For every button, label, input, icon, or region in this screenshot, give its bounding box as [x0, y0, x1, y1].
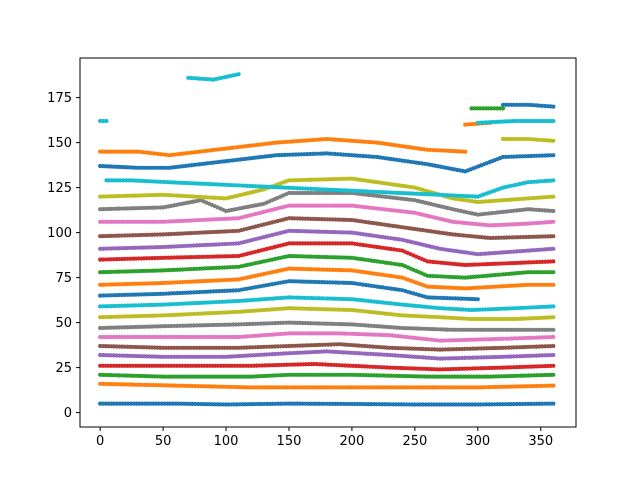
series-8: [98, 306, 556, 322]
y-tick-label: 25: [55, 361, 72, 376]
series-4: [98, 349, 556, 361]
data-point: [150, 165, 155, 170]
data-point: [551, 104, 556, 109]
x-tick-label: 150: [277, 434, 302, 449]
data-point: [551, 363, 556, 368]
data-point: [551, 401, 556, 406]
data-point: [98, 118, 103, 124]
data-point: [551, 219, 556, 224]
y-tick-label: 75: [55, 271, 72, 286]
data-point: [551, 304, 556, 309]
data-point: [500, 106, 506, 111]
y-tick-label: 100: [47, 226, 72, 241]
data-point: [551, 194, 556, 199]
series-10: [98, 279, 480, 302]
series-16: [98, 203, 556, 228]
series-6: [98, 331, 556, 343]
data-point: [551, 246, 556, 251]
x-tick-label: 250: [402, 434, 427, 449]
x-tick-label: 300: [465, 434, 490, 449]
data-point: [475, 297, 480, 302]
series-3: [98, 361, 556, 372]
series-28: [500, 136, 556, 143]
series-12: [98, 253, 556, 280]
data-point: [551, 352, 556, 358]
series-15: [98, 216, 556, 241]
data-point: [551, 259, 556, 264]
series-25: [469, 106, 506, 111]
data-point: [551, 315, 556, 320]
data-point: [551, 153, 556, 158]
data-point: [551, 208, 556, 214]
data-point: [551, 178, 556, 183]
data-point: [551, 383, 556, 388]
y-tick-label: 50: [55, 316, 72, 331]
series-9: [98, 295, 556, 313]
series-13: [98, 241, 556, 268]
series-17: [98, 190, 556, 217]
series-1: [98, 381, 556, 390]
series-19: [104, 178, 556, 199]
series-7: [98, 320, 556, 332]
data-point: [475, 106, 480, 111]
series-18: [98, 176, 556, 205]
data-point: [463, 149, 468, 154]
series-23: [186, 72, 241, 82]
data-point: [551, 234, 556, 239]
series-27: [500, 102, 556, 109]
data-point: [551, 282, 556, 287]
plot-frame: [79, 57, 577, 428]
data-point: [551, 334, 556, 340]
series-0: [98, 401, 556, 407]
x-axis: 0 50 100 150 200 250 300 350: [96, 427, 553, 449]
series-26: [475, 118, 556, 125]
data-point: [551, 270, 556, 275]
data-point: [551, 372, 556, 377]
x-tick-label: 50: [155, 434, 172, 449]
data-point: [101, 118, 106, 124]
series-2: [98, 372, 556, 379]
series-14: [98, 228, 556, 257]
x-tick-label: 200: [340, 434, 365, 449]
data-point: [104, 118, 109, 124]
y-tick-label: 150: [47, 136, 72, 151]
data-point: [551, 118, 556, 124]
series-22: [98, 118, 109, 124]
y-axis: 0 25 50 75 100 125 150 175: [47, 91, 80, 421]
series-11: [98, 266, 556, 291]
data-point: [551, 327, 556, 332]
data-points: [98, 72, 556, 407]
y-tick-label: 125: [47, 181, 72, 196]
x-tick-label: 100: [214, 434, 239, 449]
series-20: [98, 151, 556, 174]
x-tick-label: 350: [528, 434, 553, 449]
data-point: [551, 343, 556, 349]
data-point: [551, 138, 556, 143]
y-tick-label: 175: [47, 91, 72, 106]
data-point: [236, 72, 241, 77]
x-tick-label: 0: [96, 434, 104, 449]
series-21: [98, 136, 468, 158]
series-5: [98, 342, 556, 352]
y-tick-label: 0: [64, 406, 72, 421]
